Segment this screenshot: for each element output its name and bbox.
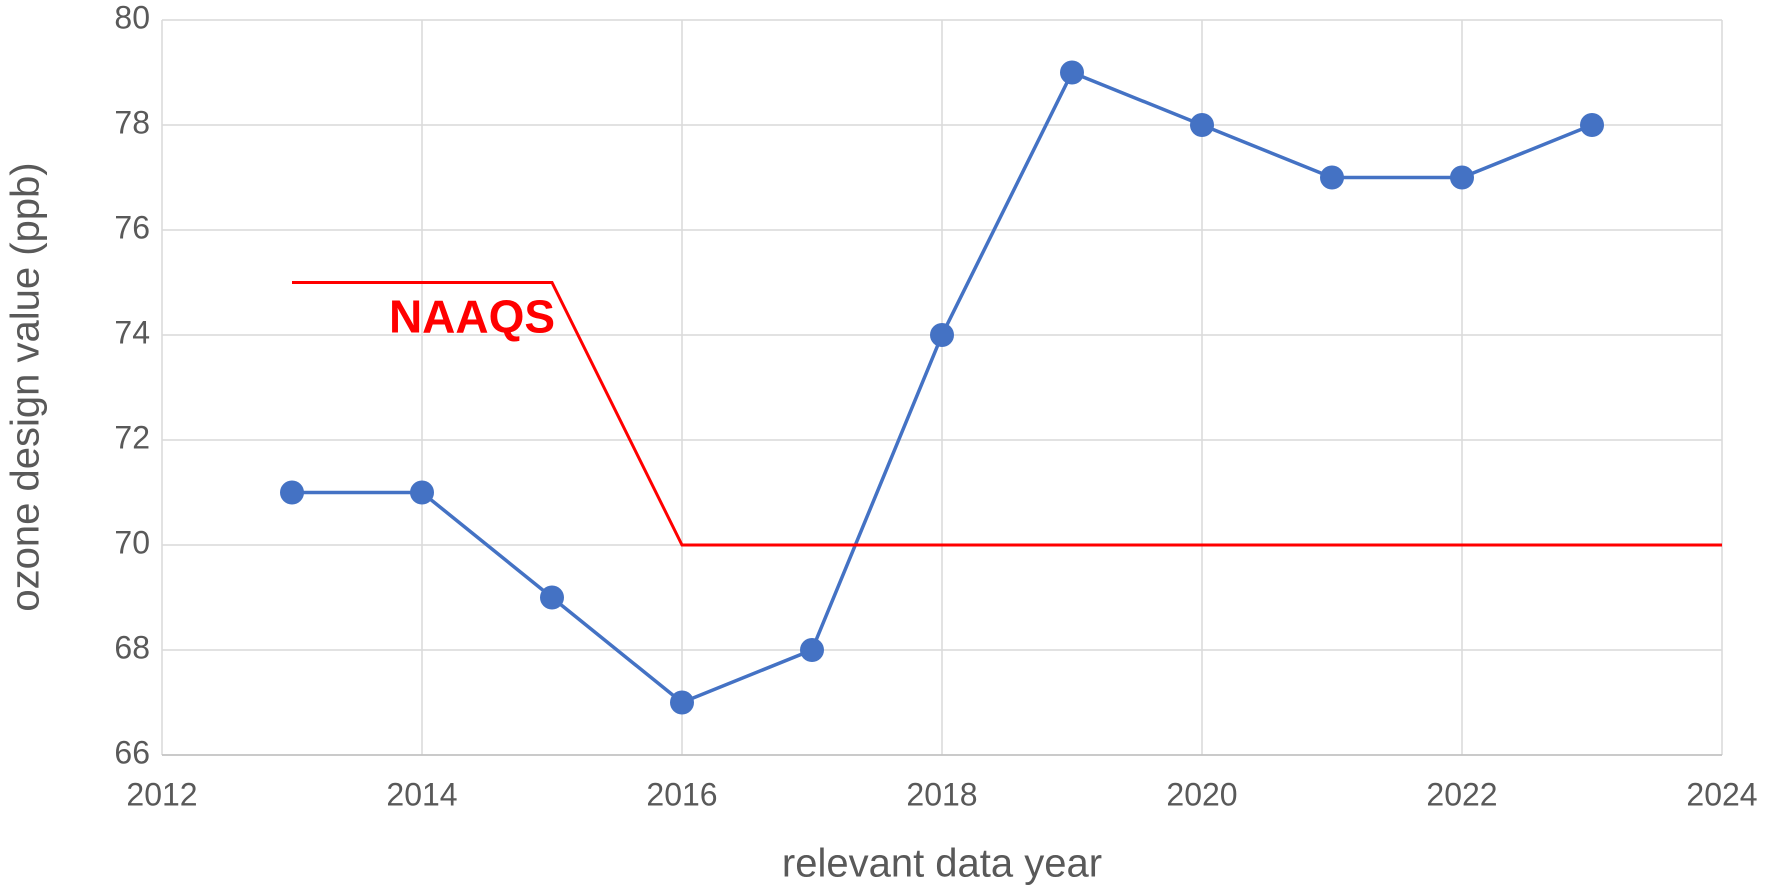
y-tick-label: 76 <box>114 209 150 245</box>
point <box>1190 113 1214 137</box>
x-tick-label: 2022 <box>1426 776 1497 812</box>
x-tick-label: 2012 <box>126 776 197 812</box>
x-tick-label: 2016 <box>646 776 717 812</box>
y-tick-label: 70 <box>114 524 150 560</box>
point <box>280 480 304 505</box>
series-label: NAAQS <box>389 291 555 343</box>
point <box>410 480 434 505</box>
y-tick-label: 72 <box>114 419 150 455</box>
point <box>1450 165 1474 190</box>
x-tick-label: 2018 <box>906 776 977 812</box>
series-line <box>292 281 1722 547</box>
y-tick-label: 78 <box>114 104 150 140</box>
y-tick-label: 80 <box>114 0 150 35</box>
point <box>670 690 694 715</box>
point <box>1060 60 1084 85</box>
point <box>1320 165 1344 190</box>
y-tick-label: 66 <box>114 734 150 770</box>
point <box>540 585 564 610</box>
x-tick-label: 2024 <box>1686 776 1757 812</box>
x-tick-label: 2014 <box>386 776 457 812</box>
y-tick-label: 68 <box>114 629 150 665</box>
x-axis-title: relevant data year <box>782 842 1102 886</box>
point <box>800 638 824 662</box>
y-axis-title: ozone design value (ppb) <box>4 162 48 611</box>
point <box>930 323 954 347</box>
x-tick-label: 2020 <box>1166 776 1237 812</box>
y-tick-label: 74 <box>114 314 150 350</box>
point <box>1580 113 1604 137</box>
